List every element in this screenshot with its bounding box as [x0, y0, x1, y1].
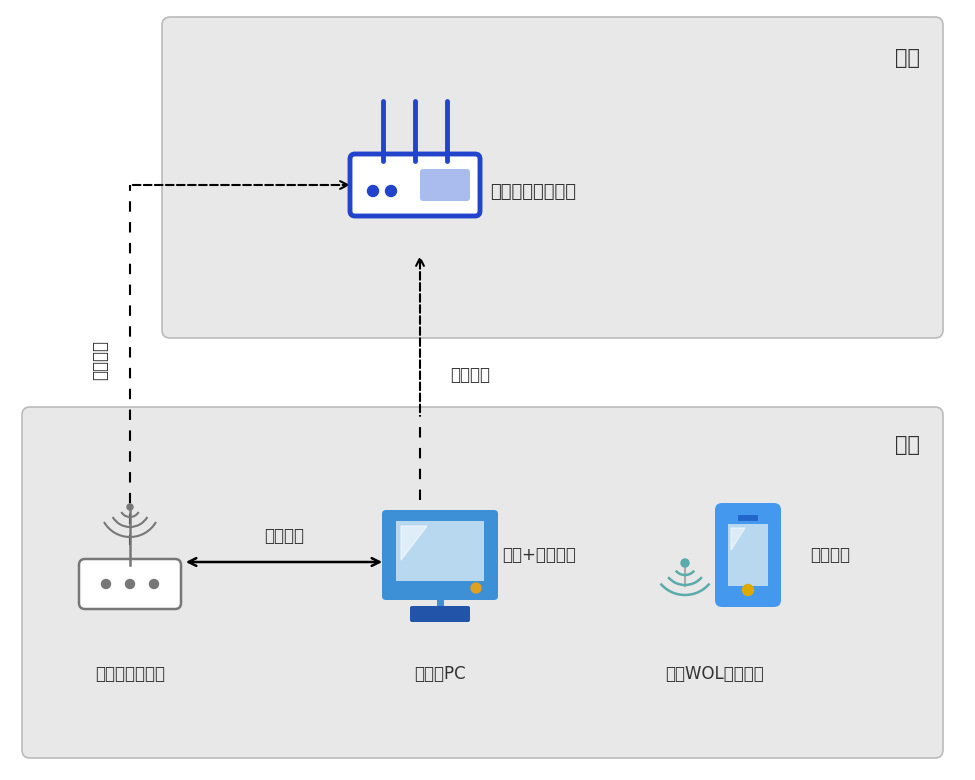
FancyBboxPatch shape — [22, 407, 943, 758]
Text: 卧室的PC: 卧室的PC — [414, 665, 466, 683]
Text: 卧室: 卧室 — [895, 435, 920, 455]
FancyBboxPatch shape — [410, 606, 470, 622]
FancyBboxPatch shape — [382, 510, 498, 600]
Circle shape — [471, 583, 481, 593]
Text: 无线连接: 无线连接 — [450, 366, 490, 384]
Circle shape — [149, 580, 159, 588]
Circle shape — [127, 504, 133, 510]
FancyBboxPatch shape — [728, 524, 768, 586]
FancyBboxPatch shape — [420, 169, 470, 201]
FancyBboxPatch shape — [162, 17, 943, 338]
Polygon shape — [401, 526, 427, 560]
Circle shape — [368, 186, 378, 197]
Circle shape — [681, 559, 689, 567]
Circle shape — [126, 580, 135, 588]
Circle shape — [743, 584, 754, 595]
Text: 无线桥接: 无线桥接 — [91, 340, 109, 380]
Text: 发起WOL指令开机: 发起WOL指令开机 — [666, 665, 764, 683]
Polygon shape — [731, 528, 745, 550]
FancyBboxPatch shape — [350, 154, 480, 216]
FancyBboxPatch shape — [79, 559, 181, 609]
Text: 客厅: 客厅 — [895, 48, 920, 68]
FancyBboxPatch shape — [396, 521, 484, 581]
Text: 有线连接: 有线连接 — [264, 527, 304, 545]
Text: 客厅的无线路由器: 客厅的无线路由器 — [490, 183, 576, 201]
FancyBboxPatch shape — [738, 515, 758, 521]
Text: 上古无线路由器: 上古无线路由器 — [95, 665, 165, 683]
Text: 任意设备: 任意设备 — [810, 546, 850, 564]
Circle shape — [101, 580, 110, 588]
FancyBboxPatch shape — [715, 503, 781, 607]
Circle shape — [385, 186, 397, 197]
Text: 有线+无线接入: 有线+无线接入 — [502, 546, 576, 564]
